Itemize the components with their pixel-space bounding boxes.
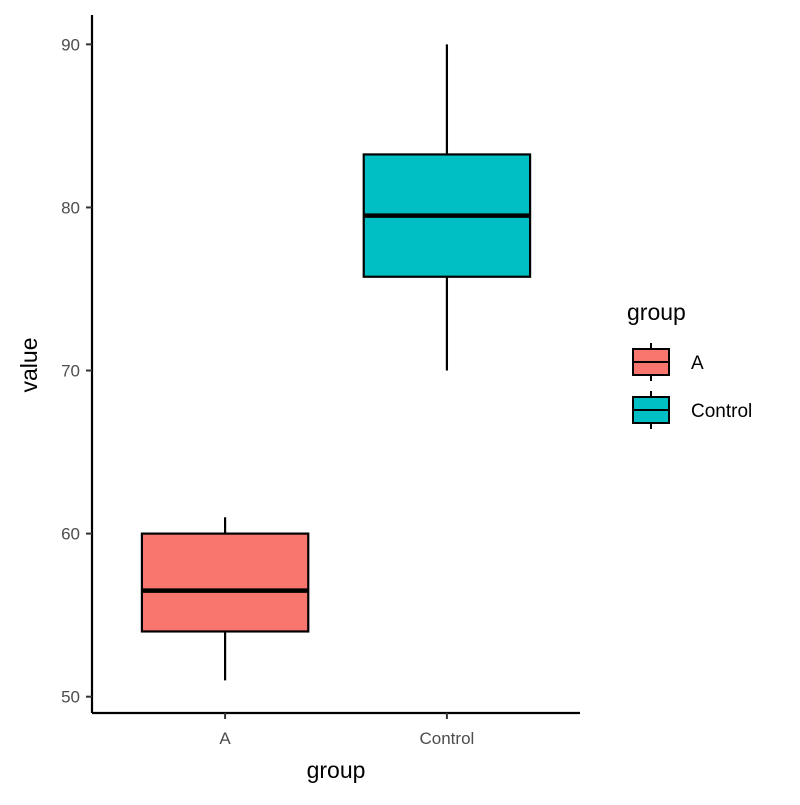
y-axis-title: value xyxy=(16,338,42,393)
x-tick-label: A xyxy=(219,729,231,748)
legend-key-control: Control xyxy=(632,391,752,429)
y-tick-label: 50 xyxy=(61,688,80,707)
legend-label: Control xyxy=(691,401,752,422)
box-a xyxy=(140,517,310,681)
y-tick-label: 60 xyxy=(61,525,80,544)
legend-label: A xyxy=(691,353,704,374)
box-body xyxy=(140,532,310,633)
legend: group A Control xyxy=(627,299,752,429)
boxes-layer xyxy=(140,44,532,681)
axes-layer xyxy=(90,15,580,715)
y-tick-label: 70 xyxy=(61,362,80,381)
ticks-layer: 50 60 70 80 90 A Control xyxy=(61,35,474,748)
y-tick-label: 90 xyxy=(61,35,80,54)
x-axis-title: group xyxy=(307,757,366,783)
x-tick-label: Control xyxy=(420,729,475,748)
legend-key-a: A xyxy=(632,343,704,381)
legend-title: group xyxy=(627,299,686,325)
box-control xyxy=(362,44,532,371)
y-tick-label: 80 xyxy=(61,198,80,217)
